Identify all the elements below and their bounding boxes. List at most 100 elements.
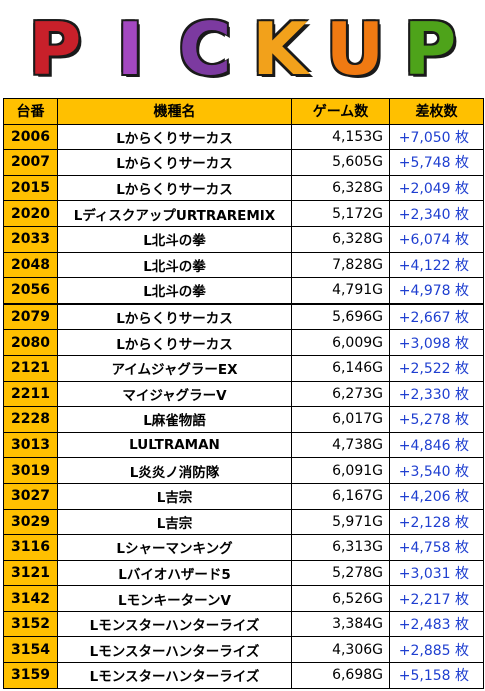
machine-number-cell: 3029 xyxy=(3,508,58,536)
machine-number-cell: 2007 xyxy=(3,149,58,176)
coin-difference-cell: +4,206 枚 xyxy=(389,482,484,510)
table-row: 2033 L北斗の拳 6,328G +6,074 枚 xyxy=(3,225,484,253)
banner-letter-glyph: K xyxy=(252,7,308,91)
coin-difference-cell: +7,050 枚 xyxy=(389,123,484,151)
header-game-count: ゲーム数 xyxy=(291,98,390,125)
table-row: 3152 Lモンスターハンターライズ 3,384G +2,483 枚 xyxy=(3,610,484,638)
banner-letter: I xyxy=(94,10,166,88)
coin-difference-cell: +2,330 枚 xyxy=(389,380,484,408)
table-row: 2079 Lからくりサーカス 5,696G +2,667 枚 xyxy=(3,303,484,331)
table-row: 2048 L北斗の拳 7,828G +4,122 枚 xyxy=(3,251,484,279)
coin-difference-cell: +4,122 枚 xyxy=(389,251,484,279)
header-model-name: 機種名 xyxy=(57,98,292,125)
model-name-cell: Lからくりサーカス xyxy=(57,174,292,202)
model-name-cell: L吉宗 xyxy=(57,508,292,536)
game-count-cell: 6,526G xyxy=(291,585,390,612)
table-row: 2211 マイジャグラーV 6,273G +2,330 枚 xyxy=(3,380,484,408)
coin-difference-cell: +2,667 枚 xyxy=(389,303,484,331)
table-row: 3019 L炎炎ノ消防隊 6,091G +3,540 枚 xyxy=(3,457,484,484)
game-count-cell: 6,273G xyxy=(291,380,390,408)
game-count-cell: 6,146G xyxy=(291,354,390,382)
table-row: 3142 LモンキーターンV 6,526G +2,217 枚 xyxy=(3,585,484,612)
machine-number-cell: 2033 xyxy=(3,225,58,253)
machine-number-cell: 2079 xyxy=(3,303,58,331)
machine-number-cell: 2056 xyxy=(3,277,58,305)
game-count-cell: 6,009G xyxy=(291,329,390,356)
model-name-cell: Lからくりサーカス xyxy=(57,149,292,176)
machine-number-cell: 3159 xyxy=(3,662,58,689)
machine-number-cell: 2006 xyxy=(3,123,58,151)
coin-difference-cell: +2,340 枚 xyxy=(389,200,484,227)
model-name-cell: L北斗の拳 xyxy=(57,225,292,253)
machine-number-cell: 2080 xyxy=(3,329,58,356)
game-count-cell: 5,971G xyxy=(291,508,390,536)
coin-difference-cell: +4,846 枚 xyxy=(389,431,484,459)
table-row: 3013 LULTRAMAN 4,738G +4,846 枚 xyxy=(3,431,484,459)
machine-number-cell: 3116 xyxy=(3,534,58,561)
coin-difference-cell: +2,483 枚 xyxy=(389,610,484,638)
coin-difference-cell: +5,278 枚 xyxy=(389,406,484,433)
table-row: 3027 L吉宗 6,167G +4,206 枚 xyxy=(3,482,484,510)
table-row: 2020 LディスクアップURTRAREMIX 5,172G +2,340 枚 xyxy=(3,200,484,227)
machine-number-cell: 3027 xyxy=(3,482,58,510)
model-name-cell: L北斗の拳 xyxy=(57,251,292,279)
header-coin-difference: 差枚数 xyxy=(389,98,484,125)
machine-number-cell: 2020 xyxy=(3,200,58,227)
banner-letter: K xyxy=(244,10,316,88)
banner-letter-glyph: P xyxy=(403,7,457,91)
model-name-cell: Lからくりサーカス xyxy=(57,123,292,151)
table-row: 2056 L北斗の拳 4,791G +4,978 枚 xyxy=(3,277,484,305)
model-name-cell: L炎炎ノ消防隊 xyxy=(57,457,292,484)
model-name-cell: LULTRAMAN xyxy=(57,431,292,459)
table-row: 2007 Lからくりサーカス 5,605G +5,748 枚 xyxy=(3,149,484,176)
header-machine-number: 台番 xyxy=(3,98,58,125)
game-count-cell: 6,698G xyxy=(291,662,390,689)
coin-difference-cell: +5,158 枚 xyxy=(389,662,484,689)
table-row: 2015 Lからくりサーカス 6,328G +2,049 枚 xyxy=(3,174,484,202)
model-name-cell: L北斗の拳 xyxy=(57,277,292,305)
model-name-cell: アイムジャグラーEX xyxy=(57,354,292,382)
banner-letter-glyph: U xyxy=(325,7,385,91)
game-count-cell: 6,328G xyxy=(291,174,390,202)
table-row: 3154 Lモンスターハンターライズ 4,306G +2,885 枚 xyxy=(3,636,484,664)
model-name-cell: L吉宗 xyxy=(57,482,292,510)
machine-number-cell: 3152 xyxy=(3,610,58,638)
coin-difference-cell: +6,074 枚 xyxy=(389,225,484,253)
model-name-cell: Lモンスターハンターライズ xyxy=(57,662,292,689)
model-name-cell: Lモンスターハンターライズ xyxy=(57,636,292,664)
model-name-cell: Lシャーマンキング xyxy=(57,534,292,561)
banner-letter-glyph: P xyxy=(28,7,82,91)
banner-letter: P xyxy=(19,10,91,88)
table-row: 2228 L麻雀物語 6,017G +5,278 枚 xyxy=(3,406,484,433)
coin-difference-cell: +4,758 枚 xyxy=(389,534,484,561)
game-count-cell: 5,278G xyxy=(291,559,390,587)
game-count-cell: 5,605G xyxy=(291,149,390,176)
machine-number-cell: 2015 xyxy=(3,174,58,202)
coin-difference-cell: +4,978 枚 xyxy=(389,277,484,305)
game-count-cell: 6,091G xyxy=(291,457,390,484)
machine-number-cell: 3142 xyxy=(3,585,58,612)
table-row: 2006 Lからくりサーカス 4,153G +7,050 枚 xyxy=(3,123,484,151)
coin-difference-cell: +2,049 枚 xyxy=(389,174,484,202)
model-name-cell: Lバイオハザード5 xyxy=(57,559,292,587)
banner-letter: C xyxy=(169,10,241,88)
machine-number-cell: 3121 xyxy=(3,559,58,587)
pickup-table: 台番 機種名 ゲーム数 差枚数 2006 Lからくりサーカス 4,153G +7,05… xyxy=(3,98,484,689)
model-name-cell: Lからくりサーカス xyxy=(57,303,292,331)
table-row: 2121 アイムジャグラーEX 6,146G +2,522 枚 xyxy=(3,354,484,382)
game-count-cell: 6,328G xyxy=(291,225,390,253)
machine-number-cell: 3013 xyxy=(3,431,58,459)
table-row: 3121 Lバイオハザード5 5,278G +3,031 枚 xyxy=(3,559,484,587)
model-name-cell: Lからくりサーカス xyxy=(57,329,292,356)
machine-number-cell: 2211 xyxy=(3,380,58,408)
game-count-cell: 4,738G xyxy=(291,431,390,459)
coin-difference-cell: +3,031 枚 xyxy=(389,559,484,587)
game-count-cell: 6,167G xyxy=(291,482,390,510)
game-count-cell: 5,172G xyxy=(291,200,390,227)
machine-number-cell: 2048 xyxy=(3,251,58,279)
game-count-cell: 6,017G xyxy=(291,406,390,433)
game-count-cell: 6,313G xyxy=(291,534,390,561)
banner-letter: U xyxy=(319,10,391,88)
coin-difference-cell: +2,128 枚 xyxy=(389,508,484,536)
